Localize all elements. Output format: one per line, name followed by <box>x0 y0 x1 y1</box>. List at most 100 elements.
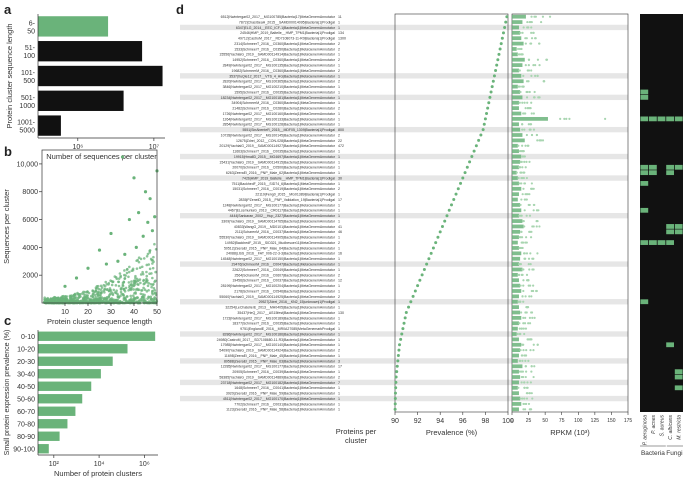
prevalence-point <box>489 90 493 94</box>
point-b-cloud <box>97 291 100 295</box>
row-label: 58385|YachiaiG_2019__SAMD00114889|Bacter… <box>219 375 335 379</box>
point-b-cloud <box>123 277 127 280</box>
point-b-cloud <box>115 298 118 302</box>
heatmap-cell <box>640 170 649 176</box>
panel-a-chart: 6-50 51-100 101-500 501-1000 1001-5000 10⁶ 10⁷… <box>5 14 165 161</box>
rpkm-tick-label-5: 125 <box>591 418 600 424</box>
proteins-count: 1 <box>338 171 340 175</box>
heatmap-cell <box>640 94 649 100</box>
rpkm-point <box>535 289 538 293</box>
rpkm-point <box>527 257 531 260</box>
bar-c-5 <box>38 394 83 404</box>
tick-label-a-4: 1001- <box>17 120 36 127</box>
point-b-cloud <box>151 266 155 270</box>
point-b-cloud <box>154 270 157 274</box>
rpkm-box <box>512 407 519 412</box>
point-b-cloud <box>89 300 92 303</box>
heatmap-cell <box>649 240 657 245</box>
point-b-cloud <box>127 275 130 279</box>
proteins-count: 1 <box>338 289 340 293</box>
rpkm-tick-label-7: 175 <box>624 418 633 424</box>
prevalence-point <box>396 354 400 358</box>
rpkm-box <box>512 391 519 396</box>
rpkm-point <box>524 166 527 169</box>
point-b-cloud <box>153 289 157 292</box>
heatmap-cell <box>666 342 674 348</box>
point-b-cloud <box>148 249 151 253</box>
row-label: 24980|CastroM_2017__SD7108680-11-R3|Bact… <box>217 338 336 342</box>
prevalence-tick-label-1: 92 <box>414 418 422 425</box>
row-label: 19456|SchmeerT_2016__C0037|Bacteria|1|Me… <box>232 279 336 283</box>
row-band <box>180 126 628 133</box>
point-b-cloud <box>115 289 118 292</box>
rpkm-point <box>524 375 527 379</box>
rpkm-point <box>522 252 526 255</box>
rpkm-point <box>604 117 607 120</box>
rpkm-point <box>525 160 528 164</box>
rpkm-point <box>532 343 535 346</box>
point-b-cloud <box>121 283 125 287</box>
point-b-cloud <box>149 282 153 286</box>
proteins-count: 1 <box>338 117 340 121</box>
rpkm-point <box>527 402 531 406</box>
rpkm-point <box>528 90 531 94</box>
rpkm-box <box>512 181 519 186</box>
point-b-cloud <box>153 280 156 284</box>
point-b-cloud <box>134 292 137 295</box>
proteins-count: 12 <box>338 279 342 283</box>
rpkm-box <box>512 160 521 164</box>
y-tick-label-b-4: 10,000 <box>17 161 39 168</box>
rpkm-box <box>512 321 519 326</box>
rpkm-point <box>525 198 528 201</box>
rpkm-point <box>521 343 524 346</box>
rpkm-point <box>524 144 527 147</box>
prevalence-point <box>491 79 495 83</box>
tick-label-c-9: 90-100 <box>13 446 35 453</box>
point-b-cloud <box>100 291 103 295</box>
rpkm-box <box>512 294 519 299</box>
tick-label-c-1: 10-20 <box>17 346 35 353</box>
row-label: 24088|LiSS_2016__FAT_006-22-3-3|Bacteria… <box>226 252 336 256</box>
rpkm-point <box>528 268 531 271</box>
point-b-cloud <box>104 280 108 284</box>
x-axis-label-c: Number of protein clusters <box>54 469 142 478</box>
rpkm-point <box>522 322 525 325</box>
tick-label-c-4: 40-50 <box>17 384 35 391</box>
prevalence-point <box>394 386 398 390</box>
prevalence-point <box>429 251 433 255</box>
x-tick-label-c-1: 10⁴ <box>94 461 105 468</box>
row-label: 28199|Nwintergar02_2017__MG100204|Bacter… <box>221 284 336 288</box>
prevalence-point <box>420 273 424 277</box>
rpkm-point <box>526 107 530 110</box>
row-label: 7702|SchmeerT_2016__C0031|Bacteria|1|Met… <box>234 402 336 406</box>
prevalence-point <box>481 128 485 132</box>
proteins-count: 2 <box>338 349 340 353</box>
rpkm-box <box>512 111 522 116</box>
row-label: 7872|ChasiSeaH_2015__SAMD00014095|Bacter… <box>239 20 335 24</box>
x-tick-label-a-0: 10⁶ <box>72 144 83 151</box>
point-b-13 <box>86 266 90 270</box>
row-label: 3846|Nwintergar02_2017__MG100210|Bacteri… <box>223 85 336 89</box>
proteins-count: 1 <box>338 397 340 401</box>
point-b-cloud <box>99 296 102 300</box>
rpkm-point <box>521 123 524 126</box>
point-b-cloud <box>94 296 97 299</box>
heatmap-cell <box>640 240 649 245</box>
rpkm-box <box>512 143 518 148</box>
rpkm-box <box>512 353 519 358</box>
rpkm-point <box>527 359 530 363</box>
rpkm-point <box>518 166 521 169</box>
rpkm-point <box>536 343 539 346</box>
prevalence-point <box>474 144 478 148</box>
x-tick-label-c-2: 10⁶ <box>139 461 150 468</box>
y-tick-label-b-2: 6000 <box>22 217 38 224</box>
point-b-cloud <box>79 295 82 298</box>
prevalence-point <box>400 332 404 336</box>
tick-label-c-3: 30-40 <box>17 371 35 378</box>
prevalence-point <box>495 63 499 67</box>
rpkm-point <box>534 74 537 77</box>
proteins-count: 1 <box>338 402 340 406</box>
rpkm-point <box>525 80 529 83</box>
rpkm-box <box>512 332 517 336</box>
rpkm-point <box>532 96 536 99</box>
